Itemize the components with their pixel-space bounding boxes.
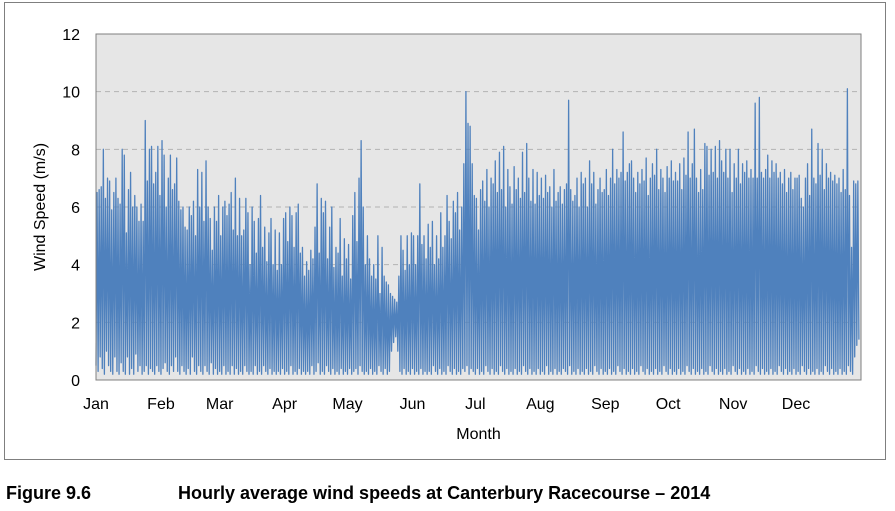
x-tick-label-nov: Nov xyxy=(719,396,747,413)
x-tick-label-may: May xyxy=(332,396,362,413)
x-tick-label-jan: Jan xyxy=(83,396,109,413)
figure-number: Figure 9.6 xyxy=(6,483,92,503)
y-tick-label: 8 xyxy=(71,142,80,159)
x-tick-label-sep: Sep xyxy=(591,396,620,413)
x-tick-label-jun: Jun xyxy=(400,396,426,413)
y-axis-title: Wind Speed (m/s) xyxy=(32,143,49,271)
y-tick-labels: 0 2 4 6 8 10 12 xyxy=(62,27,80,390)
x-tick-label-oct: Oct xyxy=(656,396,681,413)
y-tick-label: 4 xyxy=(71,258,80,275)
x-axis-title: Month xyxy=(456,426,500,443)
y-tick-label: 6 xyxy=(71,200,80,217)
y-tick-label: 0 xyxy=(71,373,80,390)
y-tick-label: 12 xyxy=(62,27,80,44)
x-tick-label-apr: Apr xyxy=(272,396,298,413)
y-tick-label: 10 xyxy=(62,85,80,102)
x-tick-label-jul: Jul xyxy=(465,396,485,413)
chart-area: 0 2 4 6 8 10 12 Jan Feb Mar Apr May Jun Jul Aug Sep Oct… xyxy=(4,2,886,460)
x-tick-label-feb: Feb xyxy=(147,396,175,413)
wind-speed-chart: 0 2 4 6 8 10 12 Jan Feb Mar Apr May Jun Jul Aug Sep Oct… xyxy=(32,27,862,443)
series-line-wind-speed xyxy=(95,88,860,375)
x-tick-labels: Jan Feb Mar Apr May Jun Jul Aug Sep Oct Nov Dec xyxy=(83,396,810,413)
x-tick-label-aug: Aug xyxy=(526,396,554,413)
figure-title: Hourly average wind speeds at Canterbury… xyxy=(178,483,711,503)
x-tick-label-mar: Mar xyxy=(206,396,234,413)
y-tick-label: 2 xyxy=(71,315,80,332)
x-tick-label-dec: Dec xyxy=(782,396,810,413)
